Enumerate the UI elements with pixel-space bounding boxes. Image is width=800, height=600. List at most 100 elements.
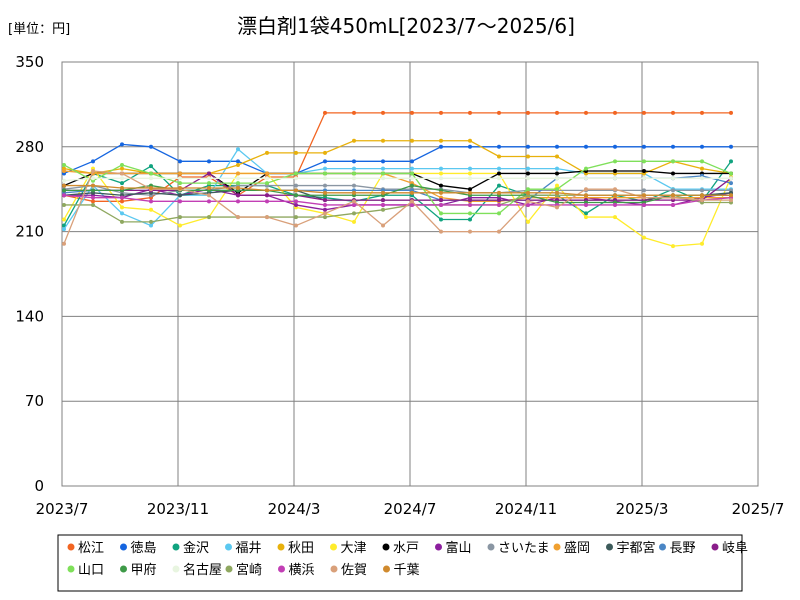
data-point	[294, 193, 298, 198]
data-point	[729, 144, 733, 149]
data-point	[323, 190, 327, 195]
legend-box	[57, 534, 743, 592]
data-point	[671, 144, 675, 149]
data-point	[584, 211, 588, 216]
data-point	[410, 138, 414, 143]
data-point	[265, 193, 269, 198]
legend-label: 山口	[78, 563, 104, 578]
legend-marker	[330, 565, 338, 573]
data-point	[91, 183, 95, 188]
data-point	[294, 188, 298, 193]
data-point	[294, 150, 298, 155]
data-point	[207, 215, 211, 220]
x-tick-label: 2025/7	[732, 500, 785, 518]
data-point	[439, 202, 443, 207]
data-point	[671, 193, 675, 198]
data-point	[62, 241, 66, 246]
data-point	[584, 215, 588, 220]
data-point	[439, 217, 443, 222]
data-point	[236, 185, 240, 190]
legend-label: 秋田	[288, 541, 314, 556]
data-point	[642, 235, 646, 240]
legend-marker	[225, 565, 233, 573]
data-point	[468, 171, 472, 176]
legend-item: 甲府	[120, 563, 157, 578]
data-point	[497, 154, 501, 159]
legend-label: 富山	[446, 540, 472, 556]
data-point	[497, 211, 501, 216]
data-point	[120, 195, 124, 200]
data-point	[323, 159, 327, 164]
data-point	[613, 193, 617, 198]
data-point	[294, 171, 298, 176]
grid-lines	[62, 62, 758, 486]
data-point	[439, 190, 443, 195]
data-point	[526, 154, 530, 159]
data-point	[468, 144, 472, 149]
data-point	[613, 169, 617, 174]
legend-label: 千葉	[394, 563, 420, 578]
series-line	[63, 194, 732, 206]
legend-label: さいたま	[498, 541, 550, 556]
data-point	[91, 169, 95, 174]
data-point	[352, 183, 356, 188]
data-point	[700, 166, 704, 171]
legend-item: さいたま	[487, 541, 550, 556]
data-point	[91, 195, 95, 200]
legend-label: 水戸	[393, 541, 419, 556]
data-point	[497, 176, 501, 181]
data-point	[178, 215, 182, 220]
y-tick-label: 70	[25, 392, 44, 410]
data-point	[497, 144, 501, 149]
data-point	[526, 144, 530, 149]
x-tick-label: 2023/7	[36, 500, 89, 518]
data-point	[381, 166, 385, 171]
series-line	[64, 172, 732, 201]
legend-marker	[172, 565, 180, 573]
legend-label: 長野	[670, 541, 696, 556]
data-point	[294, 215, 298, 220]
data-point	[613, 202, 617, 207]
data-point	[265, 181, 269, 186]
series-layer	[62, 110, 733, 249]
data-point	[149, 185, 153, 190]
legend-label: 横浜	[289, 563, 315, 578]
data-point	[468, 187, 472, 192]
data-point	[178, 159, 182, 164]
data-point	[729, 193, 733, 198]
data-point	[468, 166, 472, 171]
legend-item: 秋田	[277, 541, 314, 556]
data-point	[178, 181, 182, 186]
data-point	[265, 188, 269, 193]
legend-item: 千葉	[383, 563, 420, 578]
data-point	[62, 183, 66, 188]
data-point	[120, 199, 124, 204]
series-横浜	[62, 193, 733, 207]
data-point	[120, 219, 124, 224]
legend-item: 山口	[67, 563, 104, 578]
data-point	[62, 193, 66, 198]
data-point	[323, 150, 327, 155]
legend-marker	[659, 543, 666, 551]
legend-marker	[67, 565, 75, 573]
data-point	[352, 171, 356, 176]
data-point	[613, 159, 617, 164]
legend-item: 宮崎	[225, 562, 262, 578]
data-point	[642, 176, 646, 181]
data-point	[149, 219, 153, 224]
data-point	[236, 215, 240, 220]
y-tick-label: 350	[15, 53, 44, 71]
x-tick-label: 2024/3	[268, 500, 321, 518]
data-point	[149, 199, 153, 204]
x-tick-label: 2023/11	[147, 500, 209, 518]
data-point	[352, 199, 356, 204]
data-point	[613, 176, 617, 181]
data-point	[149, 164, 153, 169]
data-point	[584, 110, 588, 115]
x-axis-ticks: 2023/7 2023/11 2024/3 2024/7 2024/11 2025/3 20…	[36, 500, 785, 518]
series-名古屋	[62, 176, 733, 183]
data-point	[671, 159, 675, 164]
data-point	[236, 171, 240, 176]
data-point	[91, 159, 95, 164]
